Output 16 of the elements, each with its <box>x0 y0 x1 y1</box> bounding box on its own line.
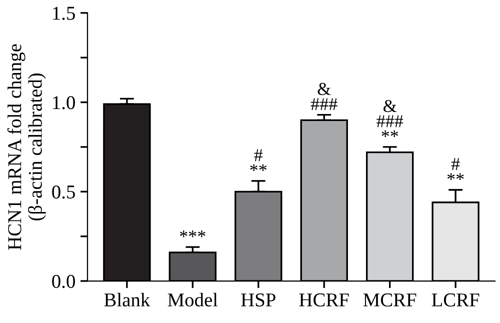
y-tick-label: 0.0 <box>52 274 75 288</box>
x-tick-label: LCRF <box>432 293 480 306</box>
y-axis-title: HCN1 mRNA fold change (β-actin calibrated) <box>7 44 46 250</box>
y-tick-label: 1.5 <box>53 6 75 20</box>
x-tick-label: HCRF <box>299 293 349 306</box>
x-tick-label: Blank <box>104 292 150 306</box>
x-tick-label: HSP <box>241 293 276 306</box>
annotation: *** <box>180 230 206 238</box>
annotation: & ### <box>310 82 338 110</box>
annotation: & ### ** <box>376 100 404 138</box>
y-tick-label: 0.5 <box>52 185 75 199</box>
annotation: # ** <box>250 149 267 171</box>
y-tick-label: 1.0 <box>53 96 75 110</box>
annotation: # ** <box>447 158 464 180</box>
x-tick-label: MCRF <box>363 293 416 306</box>
x-tick-label: Model <box>168 292 218 306</box>
